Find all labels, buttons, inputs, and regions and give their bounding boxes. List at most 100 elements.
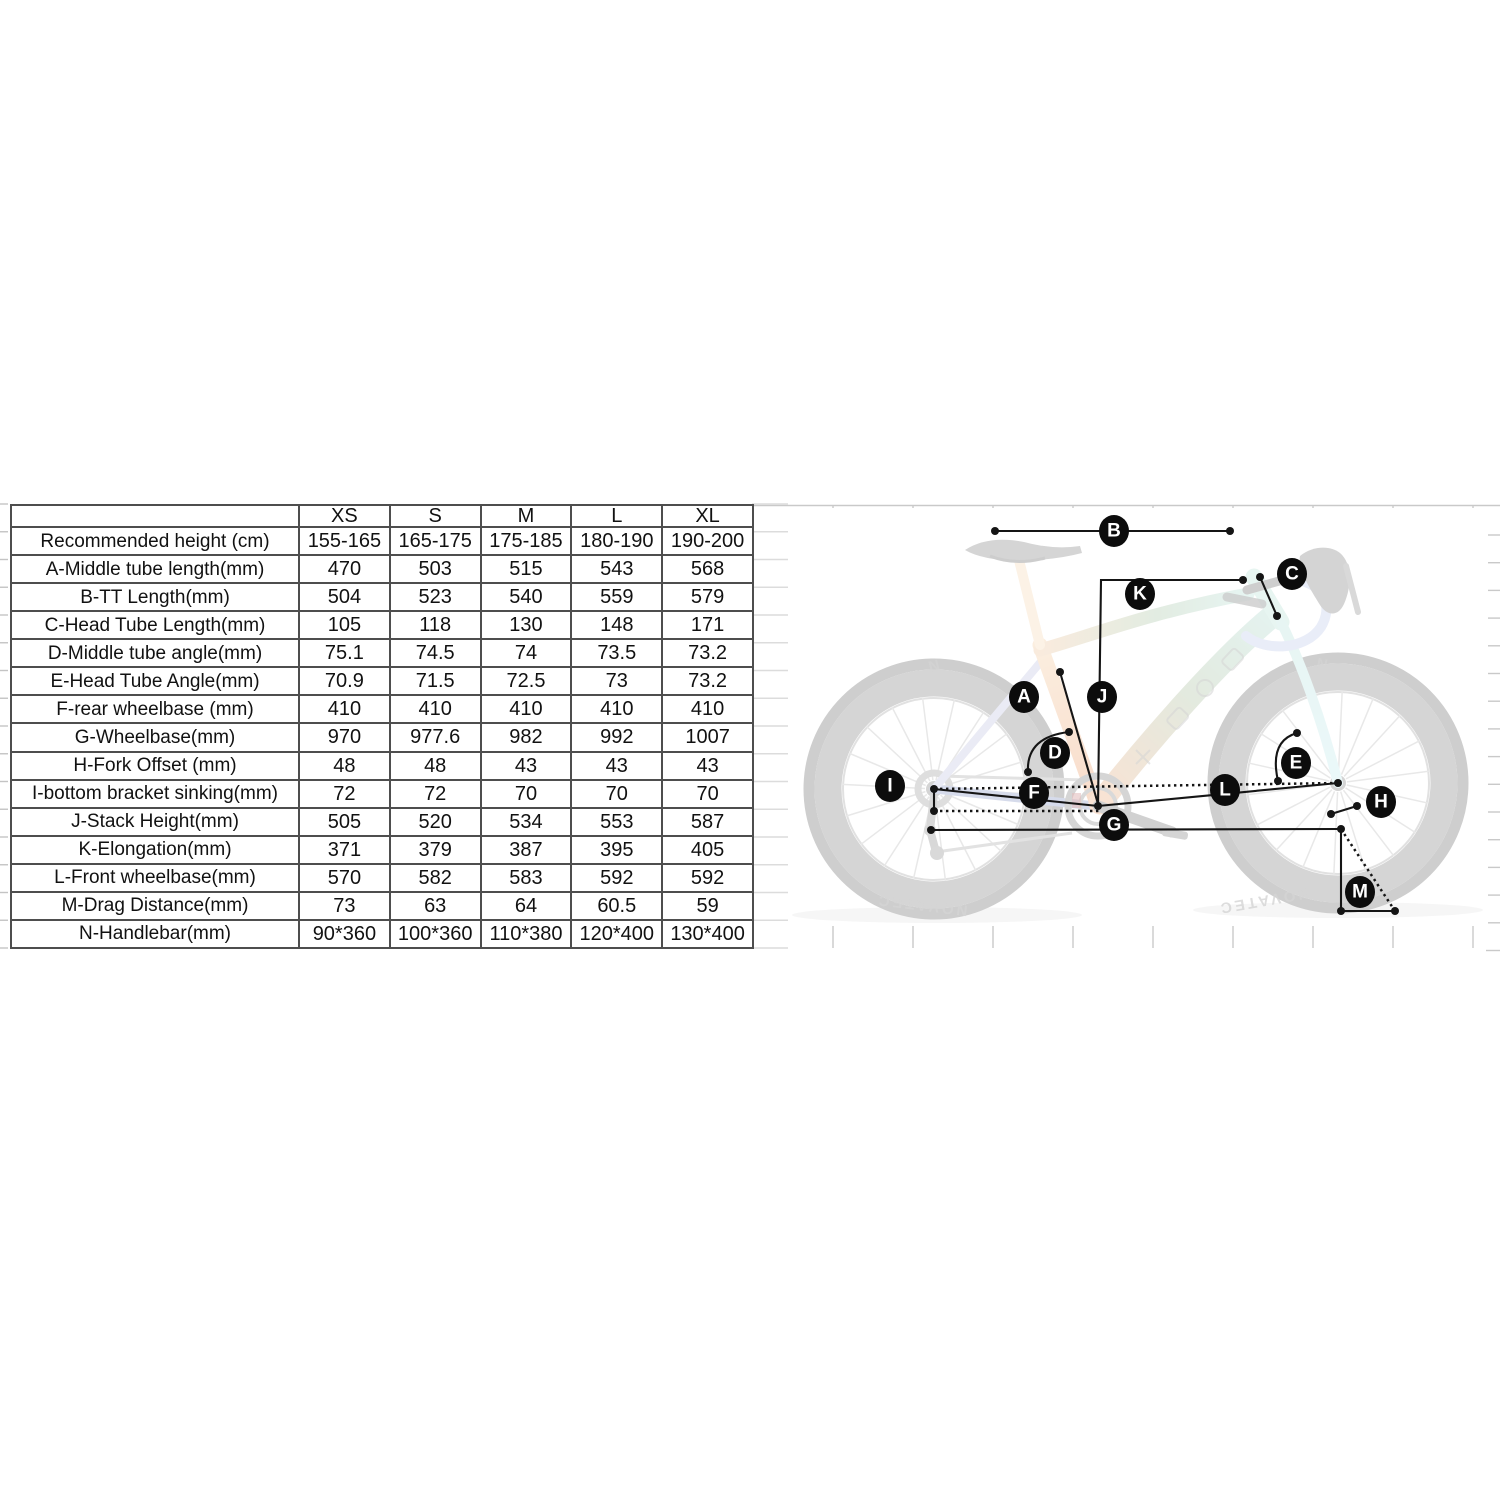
pedal <box>1161 828 1189 840</box>
value-cell: 570 <box>298 862 391 893</box>
table-row: D-Middle tube angle(mm) 75.1 74.5 74 73.5 73.… <box>10 638 754 669</box>
chain-top <box>939 774 1086 782</box>
value-cell: 90*360 <box>298 918 391 950</box>
value-cell: 43 <box>570 750 664 781</box>
wheel-spoke <box>942 791 1020 826</box>
measure-arc-d <box>1026 730 1070 773</box>
measure-dot <box>1226 527 1234 535</box>
value-cell: 405 <box>661 834 754 865</box>
value-cell: 171 <box>661 610 754 641</box>
value-cell: 73.5 <box>570 638 664 669</box>
value-cell: 72 <box>298 778 391 809</box>
measurement-lines <box>930 529 1397 913</box>
wheel-spoke <box>1342 789 1395 857</box>
label-letter: J <box>1097 687 1108 708</box>
measure-dot <box>1391 907 1399 915</box>
rim-mark-front: N <box>1315 655 1332 674</box>
row-label: M-Drag Distance(mm) <box>10 890 300 921</box>
measure-line-g <box>930 827 1342 832</box>
value-cell: 130 <box>479 610 573 641</box>
geometry-table: XS S M L XL Recommended height (cm) 155-165 16… <box>10 504 754 950</box>
fork <box>1276 617 1343 788</box>
label-letter: C <box>1285 564 1299 585</box>
value-cell: 371 <box>298 834 391 865</box>
handlebar-drop <box>1241 575 1332 652</box>
value-cell: 63 <box>388 890 482 921</box>
diagram-label-m: M <box>1345 876 1375 908</box>
value-cell: 579 <box>661 582 754 613</box>
column-header: M <box>479 504 573 528</box>
diagram-label-f: F <box>1019 777 1049 809</box>
value-cell: 74 <box>479 638 573 669</box>
value-cell: 190-200 <box>661 525 754 557</box>
table-row: A-Middle tube length(mm) 470 503 515 543 568 <box>10 554 754 585</box>
diagram-label-i: I <box>875 770 905 802</box>
value-cell: 410 <box>388 694 482 725</box>
label-letter: F <box>1028 783 1040 804</box>
measure-dot <box>1274 777 1282 785</box>
value-cell: 75.1 <box>298 638 391 669</box>
value-cell: 74.5 <box>388 638 482 669</box>
value-cell: 992 <box>570 722 664 753</box>
table-row: Recommended height (cm) 155-165 165-175 175… <box>10 525 754 557</box>
value-cell: 982 <box>479 722 573 753</box>
measure-dot <box>1327 810 1335 818</box>
row-label: D-Middle tube angle(mm) <box>10 638 300 669</box>
diagram-label-j: J <box>1087 681 1117 713</box>
diagram-label-g: G <box>1099 809 1129 841</box>
column-header: S <box>388 504 482 528</box>
diagram-label-e: E <box>1281 747 1311 779</box>
table-row: H-Fork Offset (mm) 48 48 43 43 43 <box>10 750 754 781</box>
value-cell: 72.5 <box>479 666 573 697</box>
value-cell: 592 <box>570 862 664 893</box>
value-cell: 165-175 <box>388 525 482 557</box>
row-label: N-Handlebar(mm) <box>10 918 300 950</box>
measure-dot <box>930 785 938 793</box>
value-cell: 70 <box>661 778 754 809</box>
value-cell: 977.6 <box>388 722 482 753</box>
measure-dot <box>1256 573 1264 581</box>
diagram-label-c: C <box>1277 558 1307 590</box>
geometry-table-wrap: XS S M L XL Recommended height (cm) 155-165 16… <box>10 504 754 950</box>
wheel-spoke <box>940 794 1002 853</box>
value-cell: 540 <box>479 582 573 613</box>
value-cell: 505 <box>298 806 391 837</box>
rim-mark-rear: N <box>927 656 945 676</box>
value-cell: 100*360 <box>388 918 482 950</box>
wheel-spoke <box>935 699 956 781</box>
measure-line-k-j <box>1096 578 1243 807</box>
row-label: G-Wheelbase(mm) <box>10 722 300 753</box>
measure-line-f <box>933 787 1099 808</box>
value-cell: 1007 <box>661 722 754 753</box>
wheel-spoke <box>937 796 977 872</box>
value-cell: 73 <box>570 666 664 697</box>
wheel-spoke <box>891 706 931 782</box>
table-row: M-Drag Distance(mm) 73 63 64 60.5 59 <box>10 890 754 921</box>
value-cell: 503 <box>388 554 482 585</box>
value-cell: 59 <box>661 890 754 921</box>
value-cell: 155-165 <box>298 525 391 557</box>
value-cell: 48 <box>298 750 391 781</box>
measure-dot <box>991 527 999 535</box>
table-row: L-Front wheelbase(mm) 570 582 583 592 592 <box>10 862 754 893</box>
wheel-spoke <box>883 796 930 867</box>
row-label: K-Elongation(mm) <box>10 834 300 865</box>
row-label: B-TT Length(mm) <box>10 582 300 613</box>
seatstay <box>930 654 1048 793</box>
value-cell: 559 <box>570 582 664 613</box>
label-letter: I <box>887 776 892 797</box>
value-cell: 72 <box>388 778 482 809</box>
value-cell: 379 <box>388 834 482 865</box>
downtube-logo <box>1135 647 1245 765</box>
value-cell: 410 <box>570 694 664 725</box>
wheel-spoke <box>938 711 985 782</box>
wheel-spoke <box>848 752 926 787</box>
value-cell: 582 <box>388 862 482 893</box>
front-derailleur <box>1072 793 1081 808</box>
value-cell: 48 <box>388 750 482 781</box>
measure-dot <box>1239 576 1247 584</box>
wheel-spoke <box>1333 791 1339 875</box>
table-row: I-bottom bracket sinking(mm) 72 72 70 70 70 <box>10 778 754 809</box>
row-label: I-bottom bracket sinking(mm) <box>10 778 300 809</box>
